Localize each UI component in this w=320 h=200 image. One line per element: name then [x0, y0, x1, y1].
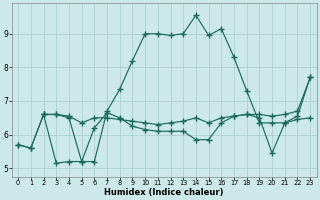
X-axis label: Humidex (Indice chaleur): Humidex (Indice chaleur) [104, 188, 224, 197]
